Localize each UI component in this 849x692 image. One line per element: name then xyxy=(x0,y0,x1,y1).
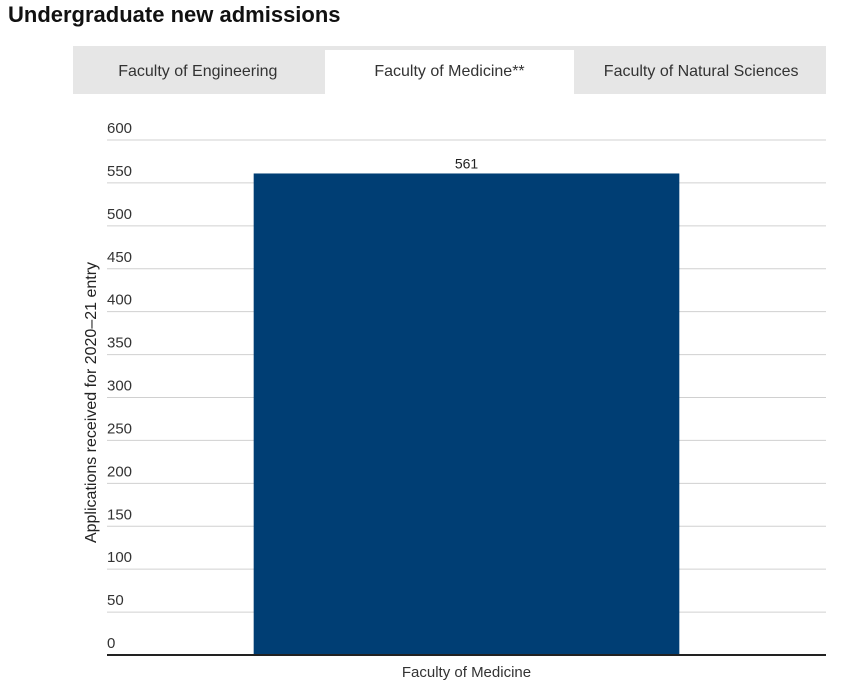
tab-engineering[interactable]: Faculty of Engineering xyxy=(118,63,278,80)
y-tick-label: 450 xyxy=(107,249,132,266)
y-axis-ticks: 0 50 100 150 200 250 300 350 400 450 500 550 600 xyxy=(107,120,132,652)
y-tick-label: 150 xyxy=(107,506,132,523)
bar-data-labels: 561 xyxy=(455,155,479,171)
y-tick-label: 200 xyxy=(107,463,132,480)
y-axis-label: Applications received for 2020–21 entry xyxy=(83,262,100,543)
y-tick-label: 550 xyxy=(107,163,132,180)
y-tick-label: 600 xyxy=(107,120,132,137)
faculty-tabs: Faculty of Engineering Faculty of Medici… xyxy=(73,46,826,94)
y-tick-label: 300 xyxy=(107,378,132,395)
bar-data-label: 561 xyxy=(455,155,479,171)
x-axis-categories: Faculty of Medicine xyxy=(402,664,531,681)
bars xyxy=(253,173,680,655)
y-tick-label: 350 xyxy=(107,335,132,352)
y-tick-label: 500 xyxy=(107,206,132,223)
y-tick-label: 50 xyxy=(107,592,124,609)
y-tick-label: 0 xyxy=(107,635,115,652)
y-tick-label: 100 xyxy=(107,549,132,566)
y-tick-label: 250 xyxy=(107,420,132,437)
page-title: Undergraduate new admissions xyxy=(8,2,341,27)
tab-medicine[interactable]: Faculty of Medicine** xyxy=(324,50,575,94)
x-category-label: Faculty of Medicine xyxy=(402,664,531,681)
tab-natural-sciences[interactable]: Faculty of Natural Sciences xyxy=(603,63,799,80)
y-tick-label: 400 xyxy=(107,292,132,309)
bar xyxy=(253,173,680,655)
